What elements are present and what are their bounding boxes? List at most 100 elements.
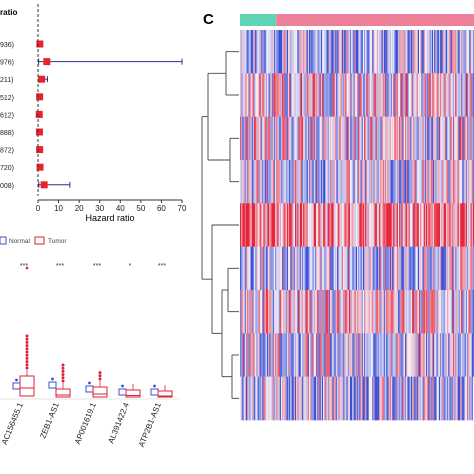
heatmap-cell bbox=[371, 333, 373, 377]
heatmap-cell bbox=[470, 290, 472, 334]
heatmap-cell bbox=[400, 116, 402, 161]
outlier-point bbox=[25, 334, 29, 338]
heatmap-cell bbox=[268, 30, 270, 74]
heatmap-cell bbox=[368, 246, 371, 291]
heatmap-cell bbox=[431, 116, 434, 161]
heatmap-cell bbox=[379, 116, 381, 161]
box-tumor bbox=[125, 389, 141, 398]
heatmap-cell bbox=[404, 73, 407, 117]
heatmap-cell bbox=[409, 30, 412, 74]
heatmap-cell bbox=[321, 333, 324, 377]
heatmap-cell bbox=[440, 160, 442, 204]
heatmap-cell bbox=[393, 246, 395, 291]
heatmap-cell bbox=[359, 30, 361, 74]
heatmap-cell bbox=[257, 290, 260, 334]
heatmap-cell bbox=[342, 73, 345, 117]
heatmap-cell bbox=[326, 30, 329, 74]
heatmap-cell bbox=[317, 290, 319, 334]
heatmap-cell bbox=[440, 376, 442, 421]
heatmap-cell bbox=[357, 30, 359, 74]
heatmap-cell bbox=[333, 30, 336, 74]
heatmap-cell bbox=[292, 376, 295, 421]
heatmap-cell bbox=[323, 30, 325, 74]
heatmap-cell bbox=[289, 290, 291, 334]
heatmap-cell bbox=[468, 30, 470, 74]
heatmap-cell bbox=[333, 290, 336, 334]
heatmap-cell bbox=[333, 73, 336, 117]
heatmap-cell bbox=[275, 160, 277, 204]
heatmap-cell bbox=[416, 290, 419, 334]
heatmap-cell bbox=[448, 333, 450, 377]
heatmap-cell bbox=[358, 333, 360, 377]
heatmap-cell bbox=[375, 30, 378, 74]
heatmap-cell bbox=[401, 116, 403, 161]
heatmap-cell bbox=[369, 376, 372, 421]
outlier-point bbox=[25, 353, 29, 357]
heatmap-cell bbox=[387, 116, 389, 161]
heatmap-cell bbox=[358, 246, 360, 291]
heatmap-cell bbox=[361, 333, 364, 377]
heatmap-cell bbox=[291, 203, 293, 247]
heatmap-cell bbox=[426, 203, 428, 247]
heatmap-cell bbox=[266, 376, 269, 421]
heatmap-cell bbox=[252, 376, 255, 421]
heatmap-cell bbox=[298, 160, 300, 204]
heatmap-cell bbox=[307, 203, 310, 247]
heatmap-cell bbox=[450, 73, 453, 117]
heatmap-cell bbox=[396, 333, 399, 377]
heatmap-cell bbox=[413, 376, 415, 421]
heatmap-cell bbox=[242, 116, 244, 161]
heatmap-cell bbox=[285, 30, 288, 74]
heatmap-cell bbox=[411, 246, 414, 291]
heatmap-cell bbox=[339, 333, 341, 377]
heatmap-cell bbox=[279, 160, 282, 204]
heatmap-cell bbox=[299, 246, 302, 291]
heatmap-cell bbox=[311, 73, 313, 117]
forest-point bbox=[35, 128, 43, 136]
heatmap-cell bbox=[247, 203, 249, 247]
heatmap-cell bbox=[282, 30, 284, 74]
heatmap-cell bbox=[409, 116, 412, 161]
heatmap-cell bbox=[243, 333, 245, 377]
heatmap-cell bbox=[316, 203, 318, 247]
heatmap-cell bbox=[390, 290, 393, 334]
heatmap-cell bbox=[333, 333, 336, 377]
heatmap-cell bbox=[255, 203, 257, 247]
heatmap-cell bbox=[282, 160, 284, 204]
forest-row-label: 976) bbox=[0, 60, 14, 67]
heatmap-cell bbox=[306, 290, 309, 334]
heatmap-cell bbox=[328, 290, 331, 334]
heatmap-cell bbox=[429, 116, 432, 161]
heatmap-cell bbox=[254, 246, 256, 291]
heatmap-cell bbox=[449, 73, 451, 117]
legend-tumor-swatch bbox=[34, 236, 45, 245]
heatmap-cell bbox=[372, 30, 374, 74]
heatmap-cell bbox=[462, 203, 464, 247]
heatmap-cell bbox=[259, 290, 262, 334]
heatmap-cell bbox=[245, 376, 248, 421]
heatmap-cell bbox=[254, 116, 256, 161]
heatmap-cell bbox=[387, 160, 389, 204]
heatmap-cell bbox=[244, 203, 247, 247]
heatmap-cell bbox=[273, 160, 276, 204]
heatmap-cell bbox=[250, 376, 252, 421]
heatmap-cell bbox=[450, 333, 453, 377]
heatmap-cell bbox=[331, 333, 333, 377]
box-normal bbox=[48, 381, 57, 389]
heatmap-cell bbox=[257, 246, 260, 291]
heatmap-cell bbox=[449, 376, 451, 421]
heatmap-cell bbox=[265, 290, 268, 334]
heatmap-cell bbox=[264, 116, 267, 161]
heatmap-cell bbox=[400, 376, 402, 421]
heatmap-cell bbox=[444, 160, 447, 204]
heatmap-cell bbox=[300, 203, 303, 247]
heatmap-cell bbox=[416, 246, 419, 291]
heatmap-cell bbox=[300, 246, 303, 291]
heatmap-cells bbox=[240, 30, 474, 421]
heatmap-cell bbox=[373, 246, 375, 291]
heatmap-cell bbox=[268, 290, 270, 334]
outlier-point bbox=[98, 374, 102, 378]
heatmap-cell bbox=[353, 246, 355, 291]
heatmap-cell bbox=[389, 246, 392, 291]
heatmap-cell bbox=[445, 203, 448, 247]
